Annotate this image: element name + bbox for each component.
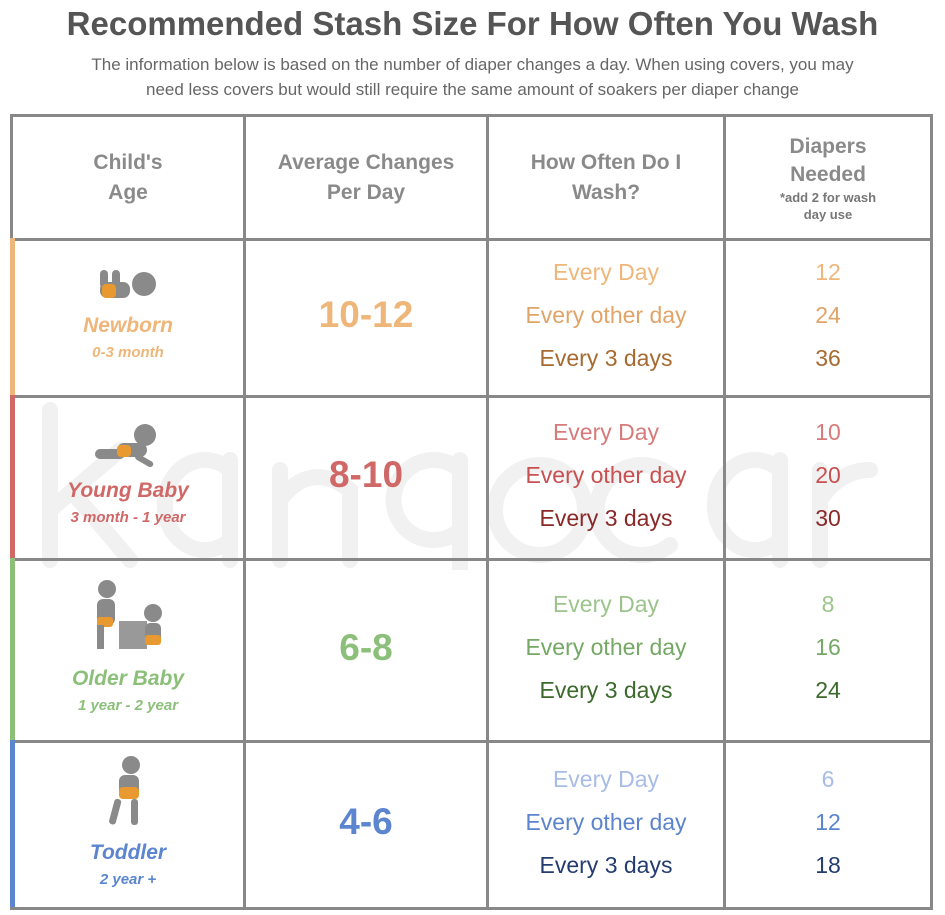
diapers-needed: 36 [815,344,841,371]
child-icon [93,423,163,472]
wash-frequency: Every Day [552,591,660,617]
age-range: 1 year - 2 year [77,697,179,714]
changes-per-day: 10-12 [318,294,414,335]
diapers-needed-cell: 12 24 36 [726,238,930,392]
wash-frequency: Every 3 days [539,677,673,703]
wash-frequency-cell: Every Day Every other day Every 3 days [489,238,723,392]
wash-frequency-cell: Every Day Every other day Every 3 days [489,558,723,737]
diapers-needed: 16 [815,634,841,660]
changes-per-day: 4-6 [339,801,393,842]
child-icon [96,268,160,307]
divider [13,238,930,241]
age-range: 0-3 month [92,343,164,361]
diapers-needed: 24 [815,677,841,703]
wash-frequency-cell: Every Day Every other day Every 3 days [489,740,723,904]
divider [13,558,930,561]
row-accent-bar [10,395,15,558]
wash-frequency: Every 3 days [539,851,673,878]
changes-per-day: 6-8 [339,626,393,668]
header-age: Child's Age [13,117,243,238]
header-text: Diapers [789,134,867,158]
wash-frequency: Every Day [552,765,660,792]
diapers-needed: 12 [815,808,841,835]
wash-frequency: Every Day [552,258,660,285]
wash-frequency: Every 3 days [539,504,673,531]
header-text: Average Changes [277,150,455,174]
diapers-needed: 30 [815,504,841,531]
header-needed: Diapers Needed *add 2 for wash day use [726,117,930,238]
divider [243,117,246,907]
child-icon [83,579,173,660]
diapers-needed: 12 [815,258,841,285]
child-icon [103,755,153,834]
wash-frequency: Every Day [552,418,660,445]
changes-per-day: 8-10 [328,454,404,495]
age-cell: Young Baby 3 month - 1 year [13,395,243,555]
header-text: Child's [93,150,163,174]
header-note: day use [803,206,853,222]
header-text: Age [108,180,148,204]
diapers-needed: 18 [815,851,841,878]
diapers-needed-cell: 8 16 24 [726,558,930,737]
header-text: Needed [790,162,866,186]
divider [13,395,930,398]
wash-frequency: Every other day [525,634,687,660]
diapers-needed: 24 [815,301,841,328]
subtitle: The information below is based on the nu… [10,52,935,102]
watermark-logo [42,402,878,570]
header-text: How Often Do I [530,150,682,174]
age-label: Newborn [83,313,173,337]
wash-frequency: Every other day [525,808,687,835]
age-cell: Newborn 0-3 month [13,238,243,392]
header-wash: How Often Do I Wash? [489,117,723,238]
header-text: Per Day [326,180,406,204]
age-label: Toddler [89,840,167,864]
wash-frequency-cell: Every Day Every other day Every 3 days [489,395,723,555]
diapers-needed: 10 [815,418,841,445]
age-cell: Older Baby 1 year - 2 year [13,558,243,737]
header-note: *add 2 for wash [779,189,877,205]
header-changes: Average Changes Per Day [246,117,486,238]
divider [723,117,726,907]
diapers-needed-cell: 10 20 30 [726,395,930,555]
row-accent-bar [10,238,15,395]
subtitle-line: The information below is based on the nu… [91,55,854,74]
divider [13,740,930,743]
age-range: 2 year + [99,870,157,888]
wash-frequency: Every other day [525,461,687,488]
wash-frequency: Every other day [525,301,687,328]
stash-size-table: Child's Age Average Changes Per Day How Of… [10,114,933,910]
age-range: 3 month - 1 year [70,508,186,526]
diapers-needed-cell: 6 12 18 [726,740,930,904]
page-title: Recommended Stash Size For How Often You… [66,5,879,42]
row-accent-bar [10,740,15,907]
age-cell: Toddler 2 year + [13,740,243,904]
wash-frequency: Every 3 days [539,344,673,371]
age-label: Older Baby [71,667,185,690]
age-label: Young Baby [67,478,189,502]
subtitle-line: need less covers but would still require… [146,80,799,99]
divider [486,117,489,907]
diapers-needed: 6 [821,765,835,792]
diapers-needed: 8 [821,591,835,617]
row-accent-bar [10,558,15,740]
diapers-needed: 20 [815,461,841,488]
header-text: Wash? [571,180,641,204]
